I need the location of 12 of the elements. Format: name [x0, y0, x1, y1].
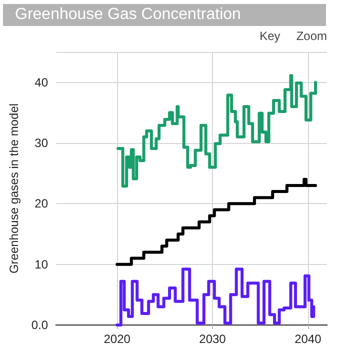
y-tick-label: 40	[34, 75, 48, 90]
x-tick-label: 2040	[294, 332, 322, 346]
y-tick-label: 10	[34, 257, 48, 272]
y-tick-label: 0.0	[31, 318, 48, 332]
x-tick-label: 2020	[104, 332, 131, 346]
y-axis-title: Greenhouse gases in the model	[7, 103, 21, 274]
chart-title: Greenhouse Gas Concentration	[3, 4, 326, 26]
text: Zoom	[296, 29, 327, 43]
x-tick-label: 2030	[199, 332, 226, 346]
y-tick-label: 20	[34, 196, 48, 211]
text: Key	[260, 29, 280, 43]
y-tick-label: 30	[34, 136, 48, 150]
